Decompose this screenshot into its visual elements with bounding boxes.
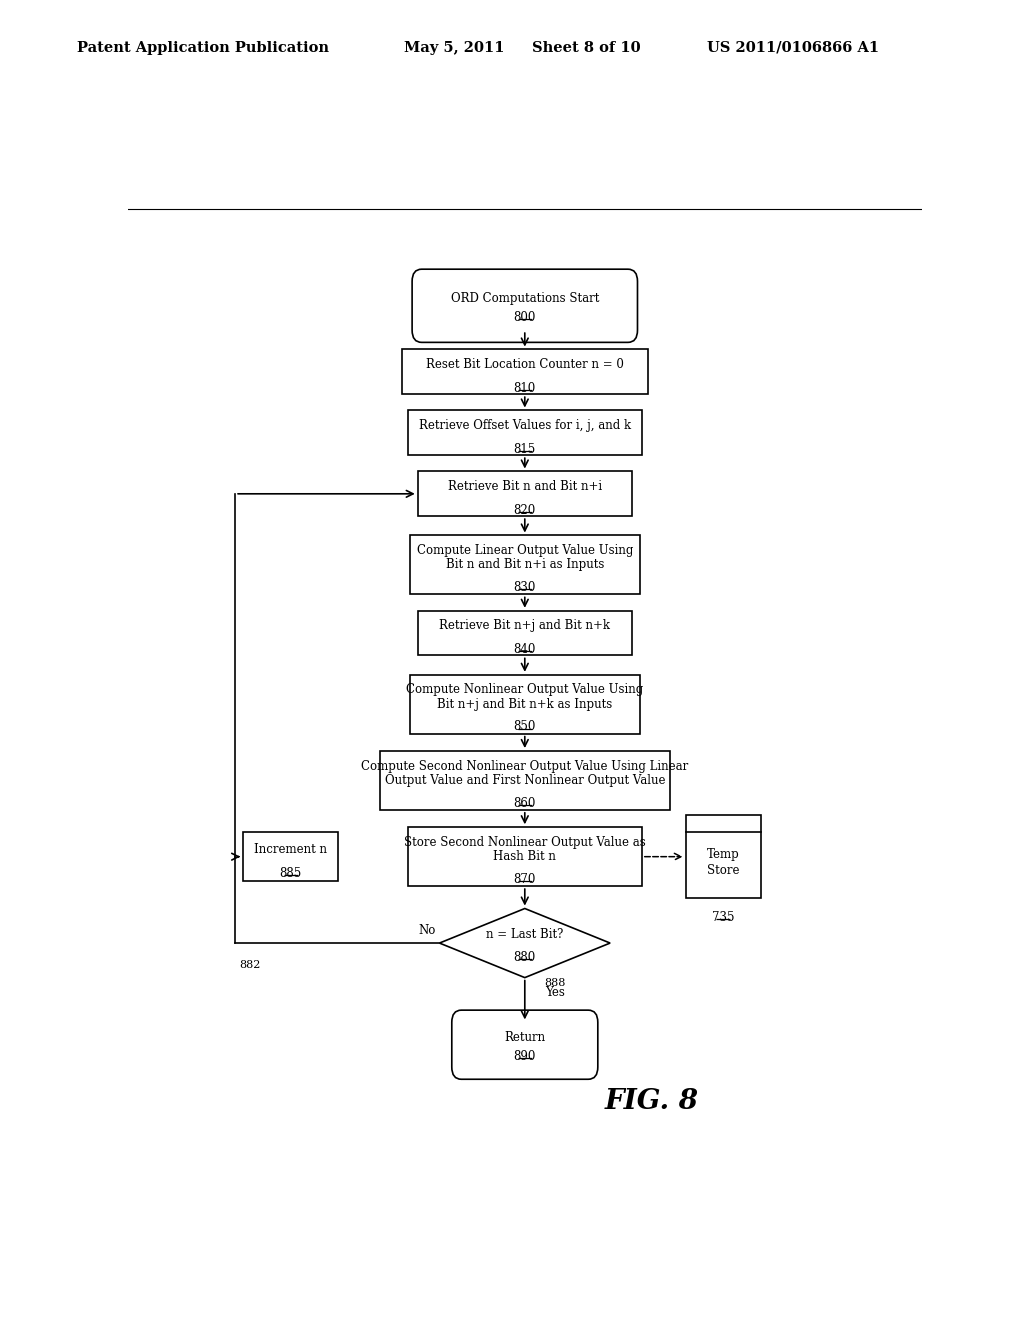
Text: Increment n: Increment n	[254, 843, 328, 857]
Text: Bit n and Bit n+i as Inputs: Bit n and Bit n+i as Inputs	[445, 558, 604, 572]
Text: May 5, 2011: May 5, 2011	[404, 41, 505, 54]
Text: Retrieve Offset Values for i, j, and k: Retrieve Offset Values for i, j, and k	[419, 420, 631, 432]
Text: 850: 850	[514, 721, 536, 734]
Text: 870: 870	[514, 873, 536, 886]
Text: 815: 815	[514, 444, 536, 455]
Text: Store Second Nonlinear Output Value as: Store Second Nonlinear Output Value as	[403, 836, 646, 849]
Bar	[408, 411, 642, 455]
Bar	[410, 536, 640, 594]
Bar	[401, 350, 648, 395]
Text: Store: Store	[707, 863, 739, 876]
Bar	[408, 828, 642, 886]
Text: FIG. 8: FIG. 8	[605, 1088, 698, 1115]
Text: Compute Second Nonlinear Output Value Using Linear: Compute Second Nonlinear Output Value Us…	[361, 760, 688, 772]
Bar	[418, 471, 632, 516]
Text: 888: 888	[545, 978, 566, 987]
Text: ORD Computations Start: ORD Computations Start	[451, 292, 599, 305]
Text: 840: 840	[514, 643, 536, 656]
Text: 735: 735	[712, 911, 734, 924]
Text: Return: Return	[504, 1031, 546, 1044]
Text: Hash Bit n: Hash Bit n	[494, 850, 556, 863]
Text: Bit n+j and Bit n+k as Inputs: Bit n+j and Bit n+k as Inputs	[437, 698, 612, 710]
Bar	[410, 675, 640, 734]
Text: 860: 860	[514, 797, 536, 809]
Text: 820: 820	[514, 504, 536, 517]
Text: Output Value and First Nonlinear Output Value: Output Value and First Nonlinear Output …	[385, 774, 665, 787]
Bar	[418, 611, 632, 656]
Text: Sheet 8 of 10: Sheet 8 of 10	[532, 41, 641, 54]
Text: Retrieve Bit n+j and Bit n+k: Retrieve Bit n+j and Bit n+k	[439, 619, 610, 632]
Bar	[243, 833, 338, 880]
Text: 880: 880	[514, 952, 536, 964]
Bar	[380, 751, 670, 810]
Text: Temp: Temp	[707, 849, 739, 862]
Text: 800: 800	[514, 312, 536, 323]
Text: Compute Linear Output Value Using: Compute Linear Output Value Using	[417, 544, 633, 557]
Text: Compute Nonlinear Output Value Using: Compute Nonlinear Output Value Using	[407, 684, 643, 697]
Bar	[685, 814, 761, 899]
Text: Retrieve Bit n and Bit n+i: Retrieve Bit n and Bit n+i	[447, 480, 602, 494]
Text: 810: 810	[514, 381, 536, 395]
Text: 830: 830	[514, 581, 536, 594]
Text: 890: 890	[514, 1049, 536, 1063]
Text: n = Last Bit?: n = Last Bit?	[486, 928, 563, 941]
FancyBboxPatch shape	[412, 269, 638, 342]
Text: 882: 882	[239, 961, 260, 970]
FancyBboxPatch shape	[452, 1010, 598, 1080]
Text: Reset Bit Location Counter n = 0: Reset Bit Location Counter n = 0	[426, 358, 624, 371]
Text: Yes: Yes	[545, 986, 564, 999]
Text: US 2011/0106866 A1: US 2011/0106866 A1	[707, 41, 879, 54]
Text: Patent Application Publication: Patent Application Publication	[77, 41, 329, 54]
Text: No: No	[418, 924, 435, 937]
Polygon shape	[439, 908, 610, 978]
Text: 885: 885	[280, 867, 302, 880]
